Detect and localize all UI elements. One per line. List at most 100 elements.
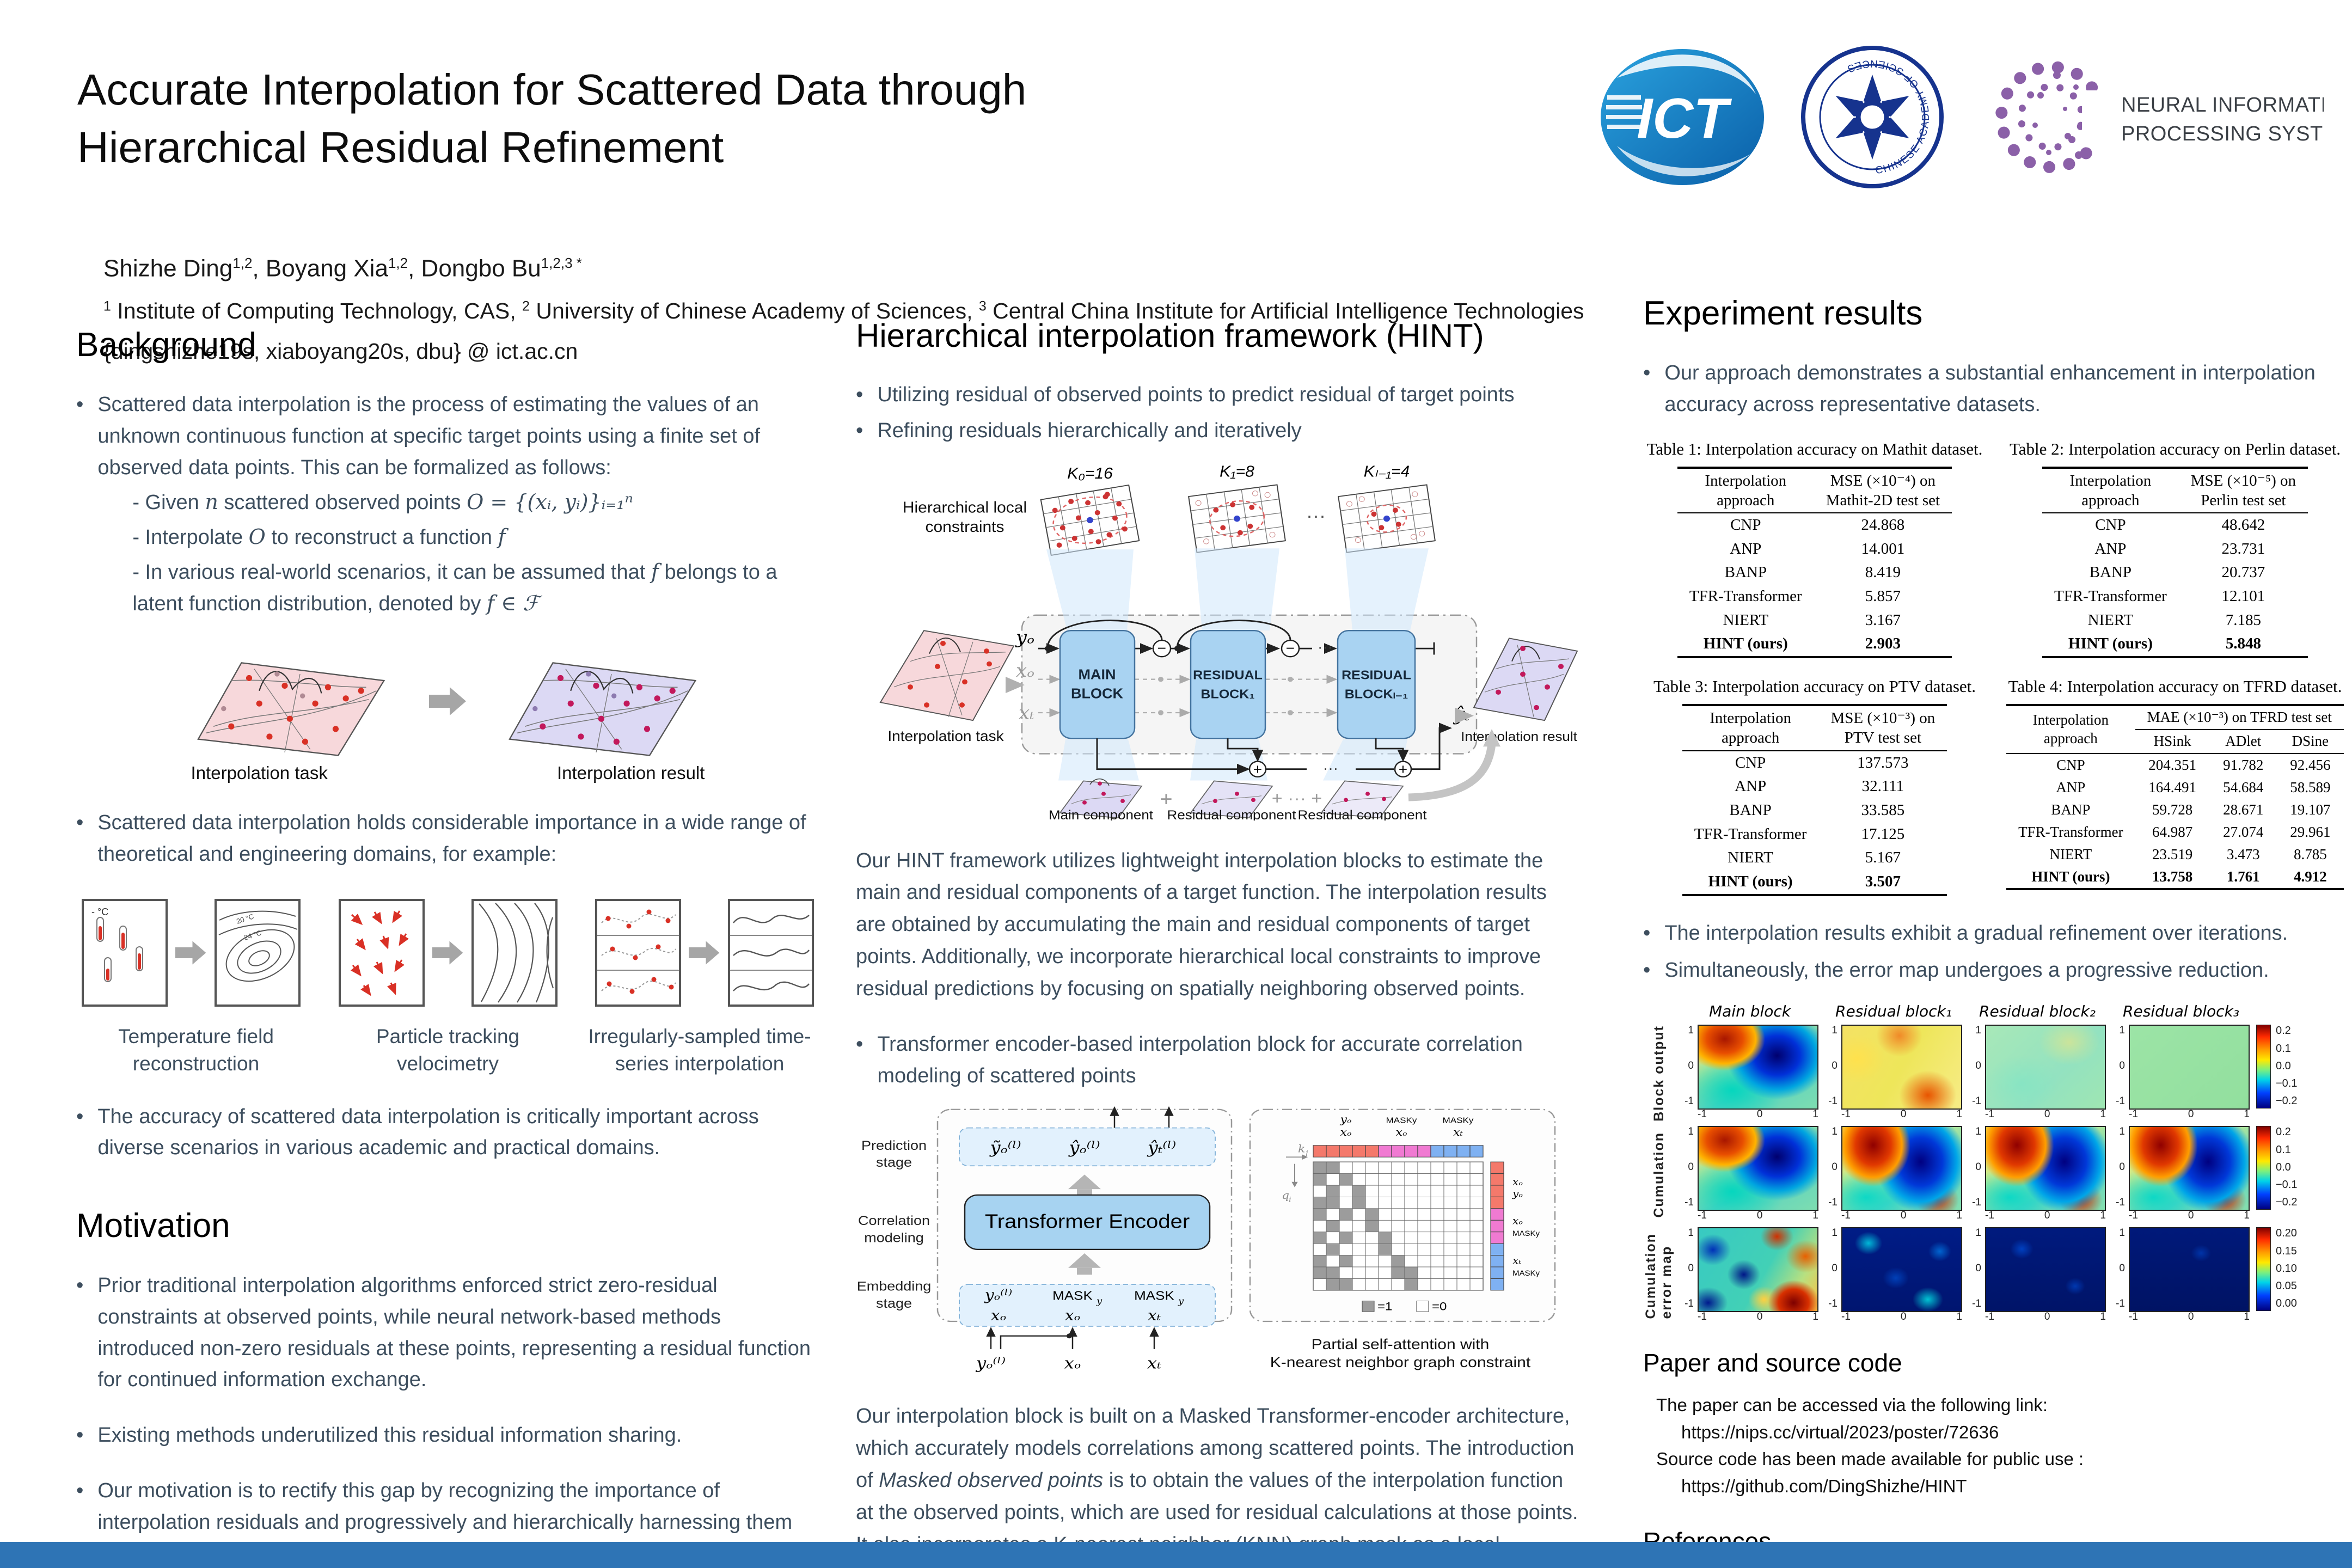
table-row: BANP 59.728 28.671 19.107	[2051, 801, 2331, 818]
stage-embedding-1: Embedding	[857, 1279, 932, 1294]
residual-component-surface-2	[1320, 780, 1404, 818]
heatmap-error-main: 1 0 -1 -1 0 1	[1685, 1227, 1818, 1323]
svg-text:xₒ: xₒ	[1340, 1126, 1352, 1138]
table4-caption: Table 4: Interpolation accuracy on TFRD …	[2008, 677, 2342, 696]
example-label-1: Temperature field reconstruction	[118, 1025, 274, 1075]
k0-label: K₀=16	[1067, 465, 1113, 482]
formal-latent: - In various real-world scenarios, it ca…	[132, 560, 777, 616]
column-results: Experiment results • Our approach demonst…	[1643, 294, 2347, 1568]
paper-heading: Paper and source code	[1643, 1349, 1902, 1377]
residual-component-surface-1	[1190, 780, 1273, 818]
token-strip-right	[1490, 1162, 1504, 1291]
svg-text:RESIDUAL: RESIDUAL	[1193, 668, 1263, 682]
transformer-encoder-label: Transformer Encoder	[985, 1211, 1190, 1233]
heatmap-block-output-main: 1 0 -1 -1 0 1	[1685, 1025, 1818, 1120]
embed-mask-1: MASK	[1052, 1289, 1093, 1303]
heatmap-error-r2: 1 0 -1 -1 0 1	[1972, 1227, 2106, 1323]
example-label-3: Irregularly-sampled time-series interpol…	[588, 1025, 811, 1075]
svg-text:xₒ: xₒ	[1512, 1177, 1523, 1188]
table-row: BANP 8.419	[1724, 564, 1901, 581]
pred-ytilde: ỹₒ⁽ˡ⁾	[989, 1138, 1021, 1157]
hint-paragraph-2: Our interpolation block is built on a Ma…	[856, 1405, 1578, 1568]
table-row: TFR-Transformer 5.857	[1689, 587, 1901, 605]
cas-logo: CHINESE ACADEMY OF SCIENCES	[1801, 46, 1944, 188]
input-xo: xₒ	[1016, 660, 1034, 681]
svg-text:−: −	[1157, 640, 1166, 656]
table-row: ANP 14.001	[1730, 540, 1905, 558]
table-row: HINT (ours) 2.903	[1703, 635, 1901, 653]
k1-label: K₁=8	[1220, 463, 1254, 480]
svg-text:MASKy: MASKy	[1512, 1270, 1540, 1278]
background-bullet-2: • Scattered data interpolation holds con…	[76, 811, 806, 866]
table-row: TFR-Transformer 17.125	[1694, 825, 1905, 843]
authors: Shizhe Ding1,2, Boyang Xia1,2, Dongbo Bu…	[103, 255, 582, 282]
legend-zero: =0	[1432, 1300, 1447, 1313]
ict-logo: ICT	[1601, 48, 1764, 185]
svg-text:+ ··· +: + ··· +	[1272, 788, 1322, 808]
svg-text:- °C: - °C	[91, 906, 108, 917]
page-title: Accurate Interpolation for Scattered Dat…	[77, 61, 1026, 176]
svg-text:+: +	[1399, 761, 1407, 777]
table2-caption: Table 2: Interpolation accuracy on Perli…	[2009, 439, 2341, 458]
stage-prediction-1: Prediction	[861, 1139, 927, 1153]
hint-task-surface	[879, 629, 1015, 721]
hint-heading: Hierarchical interpolation framework (HI…	[856, 317, 1484, 354]
stage-correlation-1: Correlation	[858, 1214, 930, 1228]
column-hint: Hierarchical interpolation framework (HI…	[856, 317, 1580, 1568]
table-row: CNP 48.642	[2095, 516, 2265, 534]
token-strip-top	[1313, 1145, 1484, 1158]
svg-text:xₜ: xₜ	[1512, 1255, 1522, 1267]
heatmap-cumulation-r3: 1 0 -1 -1 0 1	[2116, 1126, 2250, 1222]
footer-bar	[0, 1542, 2352, 1568]
svg-text:BLOCK: BLOCK	[1071, 685, 1123, 701]
table-perlin: Table 2: Interpolation accuracy on Perli…	[2004, 439, 2347, 659]
code-url[interactable]: https://github.com/DingShizhe/HINT	[1681, 1475, 1967, 1496]
kl-label: Kₗ₋₁=4	[1364, 463, 1410, 480]
paper-url[interactable]: https://nips.cc/virtual/2023/poster/7263…	[1681, 1422, 1999, 1442]
constraint-grid-k1	[1188, 483, 1286, 553]
minus-operator: − −	[1152, 639, 1300, 657]
heatmap-block-output-r1: 1 0 -1 -1 0 1	[1828, 1025, 1962, 1120]
result-label: Interpolation result	[556, 763, 705, 783]
svg-text:yₒ: yₒ	[1512, 1189, 1523, 1200]
svg-text:···: ···	[1323, 760, 1338, 776]
motivation-heading: Motivation	[76, 1207, 230, 1245]
contact-email: {dingshizhe19s, xiaboyang20s, dbu} @ ict…	[103, 339, 578, 364]
heatfig-col-title: Residual block₃	[2123, 1002, 2239, 1021]
svg-text:MASKy: MASKy	[1443, 1116, 1474, 1125]
table-row: NIERT 5.167	[1728, 849, 1901, 867]
main-component-label: Main component	[1049, 807, 1153, 820]
background-heading: Background	[76, 326, 256, 364]
background-bullet-1: • Scattered data interpolation is the pr…	[76, 389, 819, 620]
application-examples: - °C	[76, 898, 819, 1007]
svg-text:RESIDUAL: RESIDUAL	[1342, 668, 1411, 682]
svg-text:xₒ: xₒ	[991, 1307, 1007, 1324]
motivation-bullet-2: • Existing methods underutilized this res…	[76, 1424, 682, 1447]
affiliations: 1 Institute of Computing Technology, CAS…	[103, 298, 1584, 323]
input-label-xt: xₜ	[1147, 1355, 1161, 1373]
input-label-xo: xₒ	[1064, 1355, 1081, 1373]
table-tfrd: Table 4: Interpolation accuracy on TFRD …	[2004, 677, 2347, 896]
heatfig-row-label-2: Cumulation	[1651, 1131, 1667, 1218]
svg-text:k: k	[1298, 1143, 1305, 1155]
legend-one: =1	[1377, 1300, 1392, 1313]
svg-text:BLOCK₁: BLOCK₁	[1200, 687, 1254, 701]
pred-yhat-o: ŷₒ⁽ˡ⁾	[1068, 1138, 1100, 1157]
constraint-grid-kl	[1338, 483, 1436, 553]
arrow-right-icon	[432, 941, 463, 965]
example-ptv	[338, 898, 558, 1007]
neurips-text-line2: PROCESSING SYSTEMS	[2121, 122, 2324, 145]
grid-dots: ···	[1306, 505, 1326, 526]
table-row: NIERT 23.519 3.473 8.785	[2049, 846, 2327, 862]
svg-text:y: y	[1178, 1296, 1184, 1307]
svg-text:y: y	[1096, 1296, 1102, 1307]
column-background: Background • Scattered data interpolatio…	[76, 326, 819, 1568]
table-ptv: Table 3: Interpolation accuracy on PTV d…	[1643, 677, 1986, 896]
example-temperature: - °C	[82, 898, 301, 1007]
main-component-surface	[1059, 778, 1143, 818]
heatmap-error-r3: 1 0 -1 -1 0 1	[2116, 1227, 2250, 1323]
arrow-right-icon	[689, 941, 720, 965]
stage-correlation-2: modeling	[864, 1231, 924, 1245]
heatmap-block-output-r2: 1 0 -1 -1 0 1	[1972, 1025, 2106, 1120]
